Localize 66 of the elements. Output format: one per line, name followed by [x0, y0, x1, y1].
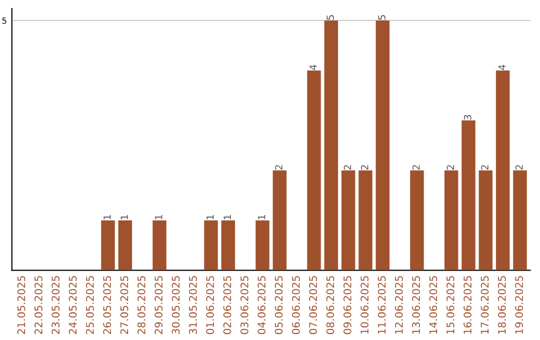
x-tick-label: 08.06.2025: [326, 276, 334, 334]
x-tick-label: 01.06.2025: [206, 276, 214, 334]
bar: [272, 170, 287, 270]
x-tick-label: 05.06.2025: [274, 276, 283, 334]
data-label: 2: [344, 165, 352, 170]
x-tick-label: 09.06.2025: [343, 276, 352, 334]
data-label: 2: [515, 165, 523, 170]
data-label: 1: [120, 215, 128, 220]
bar: [152, 220, 166, 270]
x-tick-label: 12.06.2025: [394, 276, 403, 334]
x-tick-label: 17.06.2025: [480, 276, 489, 334]
x-tick-label: 07.06.2025: [309, 276, 318, 334]
bar: [496, 70, 510, 270]
bar: [324, 20, 338, 270]
bar: [444, 170, 458, 270]
bar: [101, 220, 115, 270]
data-label: 1: [155, 215, 162, 220]
data-label: 1: [206, 215, 214, 220]
bar: [118, 220, 132, 270]
x-tick-label: 02.06.2025: [223, 276, 232, 334]
x-tick-label: 10.06.2025: [360, 276, 369, 334]
x-tick-label: 18.06.2025: [498, 276, 506, 334]
data-label: 2: [360, 165, 368, 170]
data-label: 4: [498, 64, 506, 70]
x-tick-label: 03.06.2025: [240, 276, 248, 334]
x-tick-label: 15.06.2025: [446, 276, 454, 334]
x-tick-label: 22.05.2025: [34, 276, 42, 334]
x-tick-label: 11.06.2025: [378, 276, 386, 334]
data-label: 3: [464, 115, 472, 120]
x-tick-label: 26.05.2025: [103, 276, 112, 334]
x-tick-label: 19.06.2025: [515, 276, 524, 334]
bar: [410, 170, 424, 270]
bar: [256, 220, 270, 270]
bar: [376, 20, 390, 270]
bar: [358, 170, 372, 270]
bar: [478, 170, 493, 270]
x-tick-label: 16.06.2025: [464, 276, 472, 334]
bar: [307, 70, 321, 270]
data-label: 1: [258, 215, 266, 220]
x-tick-label: 31.05.2025: [188, 276, 197, 334]
x-tick-label: 13.06.2025: [412, 276, 420, 334]
bar: [341, 170, 356, 270]
data-label: 1: [224, 215, 231, 220]
x-tick-label: 28.05.2025: [137, 276, 146, 334]
x-tick-label: 21.05.2025: [17, 276, 26, 334]
data-label: 2: [446, 165, 454, 170]
data-label: 1: [104, 215, 111, 220]
x-tick-label: 04.06.2025: [258, 276, 266, 334]
data-label: 4: [310, 64, 317, 70]
x-tick-label: 14.06.2025: [429, 276, 438, 334]
bar: [204, 220, 218, 270]
x-tick-label: 27.05.2025: [120, 276, 128, 334]
x-tick-label: 24.05.2025: [68, 276, 77, 334]
data-label: 2: [412, 165, 420, 170]
x-tick-label: 23.05.2025: [52, 276, 60, 334]
data-label: 2: [481, 165, 488, 170]
x-tick-label: 29.05.2025: [154, 276, 163, 334]
x-tick-label: 25.05.2025: [86, 276, 94, 334]
data-label: 5: [326, 15, 334, 20]
bar: [221, 220, 236, 270]
bar: [462, 120, 476, 270]
data-label: 2: [275, 165, 282, 170]
data-label: 5: [378, 15, 386, 20]
x-tick-label: 30.05.2025: [172, 276, 180, 334]
bar: [513, 170, 527, 270]
x-tick-label: 06.06.2025: [292, 276, 300, 334]
